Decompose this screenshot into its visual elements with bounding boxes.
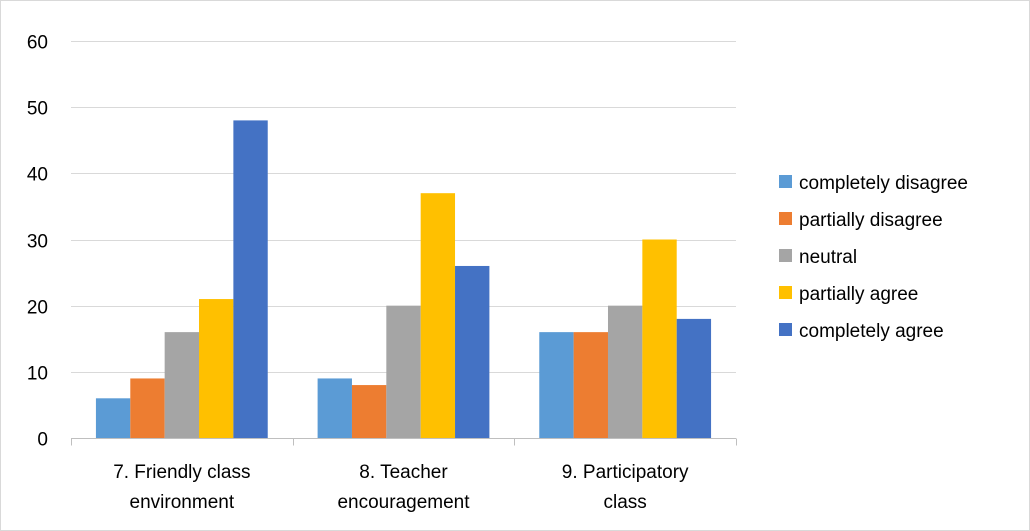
legend-swatch: [779, 249, 792, 262]
x-axis-categories: 7. Friendly class environment 8. Teacher en…: [113, 462, 689, 513]
legend-label: completely agree: [799, 321, 944, 342]
bars: [95, 120, 712, 439]
legend-swatch: [779, 323, 792, 336]
legend-label: partially agree: [799, 284, 918, 305]
bar: [642, 239, 677, 438]
x-category-label: encouragement: [337, 492, 470, 513]
y-tick-label: 0: [37, 430, 48, 451]
legend-label: completely disagree: [799, 173, 968, 194]
legend-label: neutral: [799, 247, 857, 268]
x-category-label: 7. Friendly class: [113, 462, 250, 483]
legend: completely disagree partially disagree neu…: [779, 173, 968, 342]
bar: [676, 318, 712, 438]
y-tick-label: 10: [27, 364, 48, 385]
legend-swatch: [779, 286, 792, 299]
y-tick-label: 50: [27, 99, 48, 120]
legend-label: partially disagree: [799, 210, 943, 231]
bar: [607, 305, 643, 438]
axes: [71, 438, 737, 446]
bar: [420, 193, 456, 438]
x-category-label: class: [604, 492, 647, 513]
bar: [164, 332, 200, 438]
y-tick-label: 30: [27, 232, 48, 253]
x-category-label: 8. Teacher: [359, 462, 448, 483]
x-category-label: 9. Participatory: [562, 462, 689, 483]
bar: [351, 385, 387, 438]
y-tick-label: 20: [27, 298, 48, 319]
bar: [233, 120, 268, 439]
y-axis-ticks: 0 10 20 30 40 50 60: [27, 33, 48, 451]
x-category-label: environment: [130, 492, 235, 513]
legend-swatch: [779, 212, 792, 225]
y-tick-label: 60: [27, 33, 48, 54]
bar: [95, 398, 131, 438]
y-tick-label: 40: [27, 165, 48, 186]
bar: [573, 332, 608, 438]
bar: [455, 265, 490, 438]
bar: [317, 378, 352, 438]
bar: [199, 299, 234, 438]
legend-swatch: [779, 175, 792, 188]
bar: [386, 305, 421, 438]
bar: [130, 378, 165, 438]
bar: [539, 332, 574, 438]
